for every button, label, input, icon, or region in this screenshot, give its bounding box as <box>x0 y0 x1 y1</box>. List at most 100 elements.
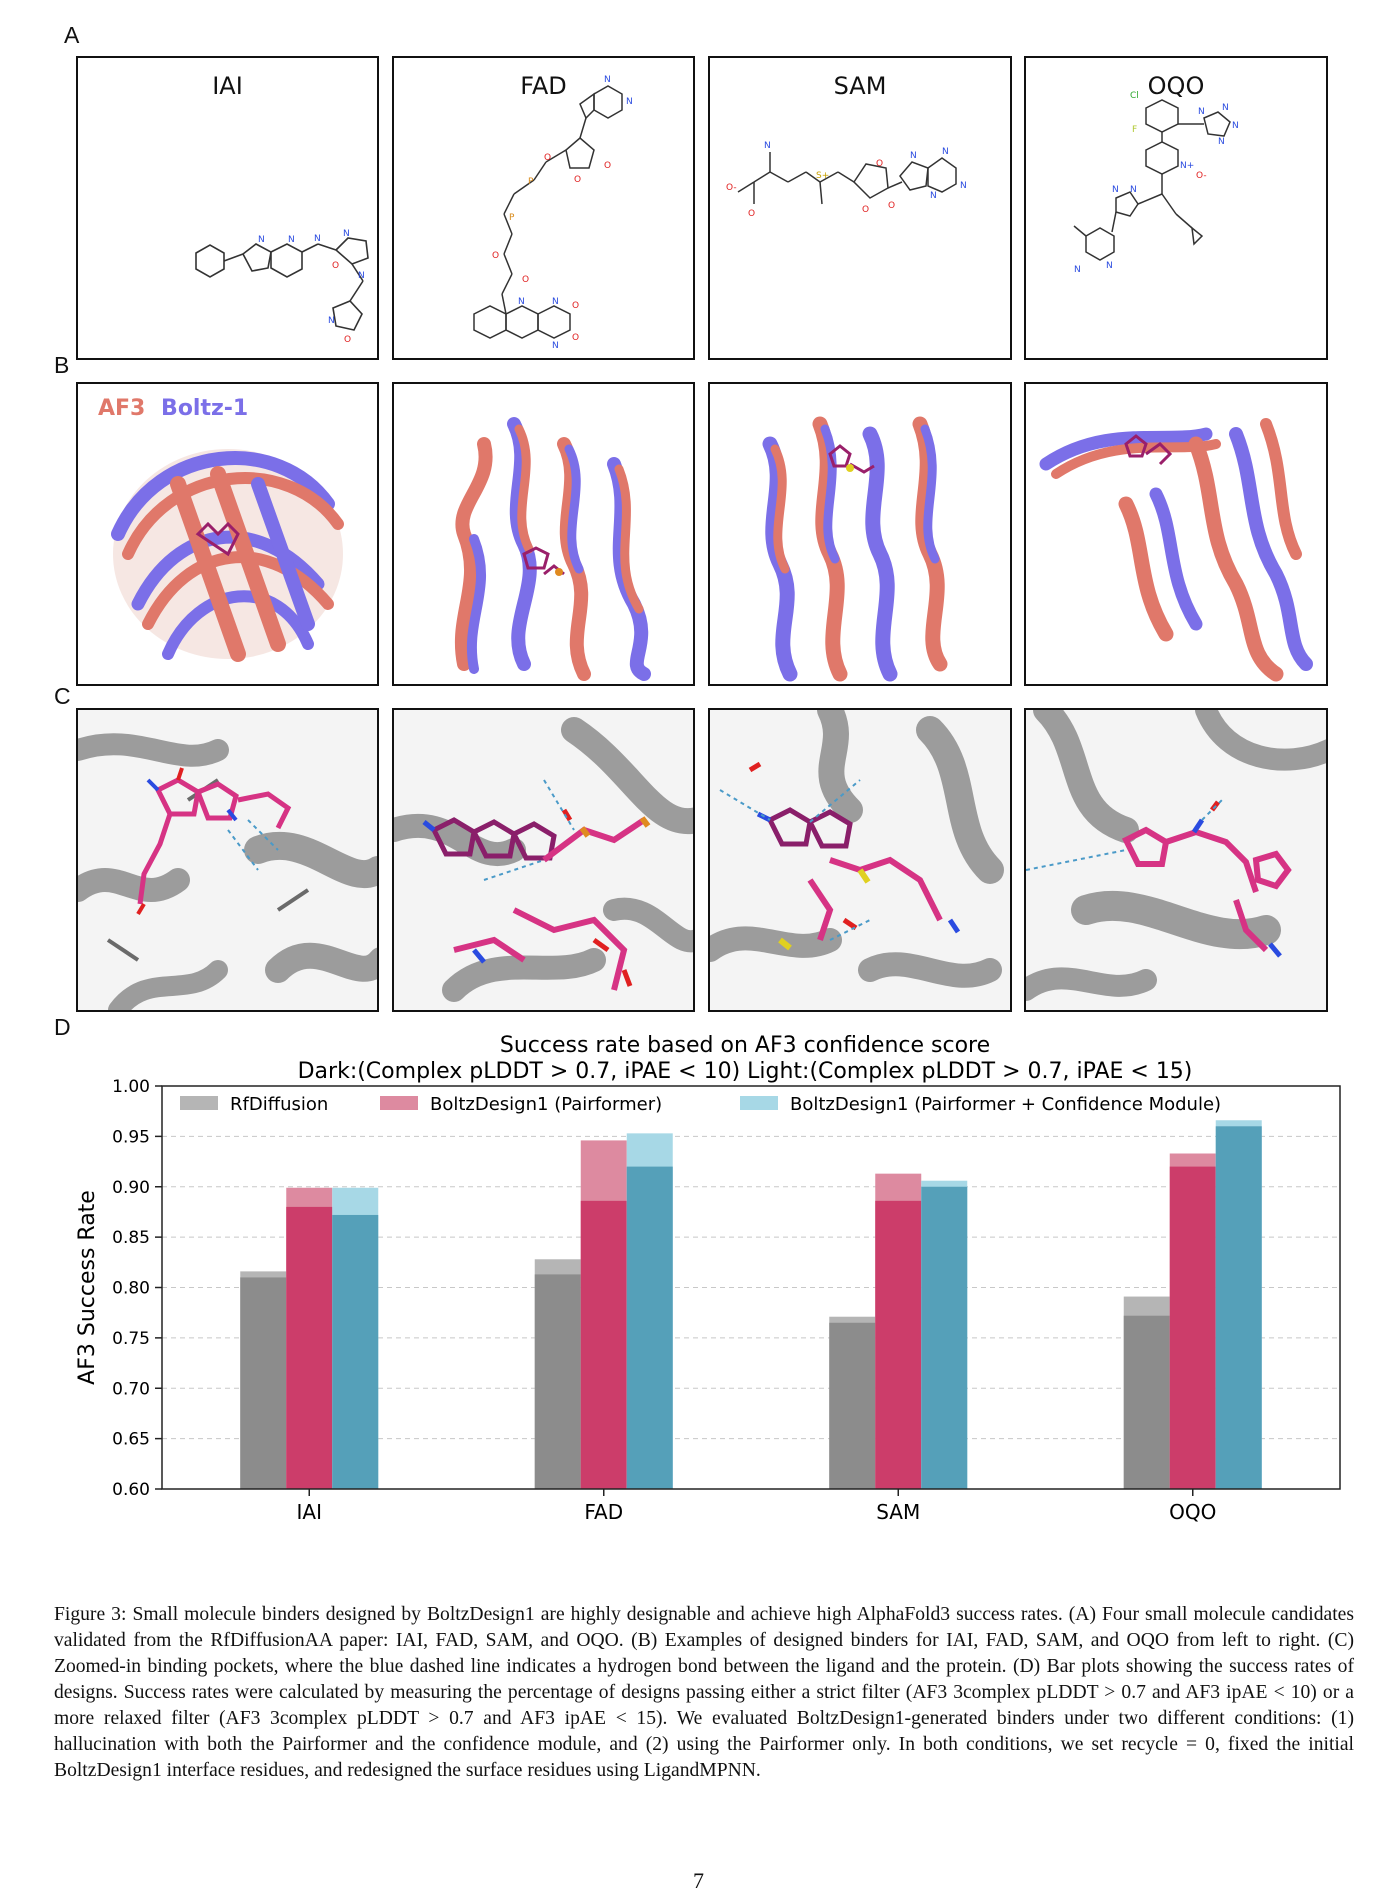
y-axis-label: AF3 Success Rate <box>75 1190 100 1385</box>
figure-caption-text: Small molecule binders designed by Boltz… <box>54 1604 1354 1781</box>
svg-text:N: N <box>1222 103 1229 113</box>
structure-legend: AF3 Boltz-1 <box>98 396 248 421</box>
y-tick-label: 0.60 <box>112 1480 150 1500</box>
legend-af3: AF3 <box>98 396 146 421</box>
svg-text:N: N <box>552 341 559 351</box>
svg-text:Cl: Cl <box>1130 91 1139 101</box>
legend-swatch <box>380 1096 418 1110</box>
svg-text:O: O <box>332 261 339 271</box>
y-tick-label: 0.75 <box>112 1329 150 1349</box>
chart-title: Success rate based on AF3 confidence sco… <box>500 1033 990 1058</box>
bar-dark <box>626 1166 673 1489</box>
pocket-render-iai <box>78 733 377 1010</box>
molecule-title-oqo: OQO <box>1147 72 1205 100</box>
svg-text:O: O <box>544 153 551 163</box>
legend-swatch <box>740 1096 778 1110</box>
protein-ribbon-sam <box>762 416 948 682</box>
bar-dark <box>240 1277 287 1489</box>
structure-overlay-oqo <box>1024 382 1328 686</box>
bar-dark <box>286 1206 333 1489</box>
y-tick-label: 0.80 <box>112 1279 150 1299</box>
svg-text:P: P <box>509 213 515 223</box>
molecule-title-fad: FAD <box>520 72 567 100</box>
svg-text:N: N <box>288 235 295 245</box>
chart-legend: RfDiffusion BoltzDesign1 (Pairformer) Bolt… <box>180 1094 1221 1115</box>
svg-text:O: O <box>574 175 581 185</box>
svg-text:N: N <box>942 147 949 157</box>
structure-overlay-sam <box>708 382 1012 686</box>
y-tick-label: 0.85 <box>112 1228 150 1248</box>
svg-text:O: O <box>572 301 579 311</box>
legend-boltz: Boltz-1 <box>161 396 249 421</box>
bar-dark <box>1215 1126 1262 1489</box>
molecule-structure-sam: S+ O- O O O O N N N N N <box>726 141 967 219</box>
svg-text:O: O <box>378 264 379 274</box>
x-tick-label: IAI <box>297 1500 322 1524</box>
y-tick-label: 0.65 <box>112 1430 150 1450</box>
svg-text:O: O <box>748 209 755 219</box>
y-tick-label: 0.70 <box>112 1379 150 1399</box>
svg-text:O: O <box>344 335 351 345</box>
molecule-panel-iai: IAI N N N N N N O O O <box>76 56 379 360</box>
molecule-structure-iai: N N N N N N O O O <box>195 229 379 345</box>
panel-label-b: B <box>54 352 70 378</box>
x-tick-label: FAD <box>584 1500 623 1524</box>
svg-text:N: N <box>518 297 525 307</box>
svg-text:N: N <box>960 181 967 191</box>
structure-overlay-fad <box>392 382 695 686</box>
bar-dark <box>332 1214 379 1489</box>
bar-dark <box>1169 1166 1216 1489</box>
y-tick-label: 1.00 <box>112 1077 150 1097</box>
svg-text:N: N <box>1130 185 1137 195</box>
bar-dark <box>875 1200 922 1489</box>
legend-swatch <box>180 1096 218 1110</box>
molecule-title-iai: IAI <box>212 72 243 100</box>
legend-label: BoltzDesign1 (Pairformer + Confidence Mo… <box>790 1094 1221 1115</box>
svg-text:N: N <box>604 75 611 85</box>
panel-label-c: C <box>54 683 71 709</box>
svg-text:N: N <box>930 191 937 201</box>
protein-ribbon-iai <box>111 449 344 662</box>
svg-text:N: N <box>1218 137 1225 147</box>
pocket-render-oqo <box>1026 710 1326 1001</box>
svg-text:N: N <box>358 271 365 281</box>
y-tick-label: 0.90 <box>112 1178 150 1198</box>
svg-text:O-: O- <box>1196 171 1207 181</box>
protein-ribbon-fad <box>454 417 651 681</box>
svg-text:O: O <box>522 275 529 285</box>
legend-label: RfDiffusion <box>230 1094 328 1115</box>
binding-pocket-oqo <box>1024 708 1328 1012</box>
svg-text:N: N <box>328 316 335 326</box>
bar-dark <box>580 1200 627 1489</box>
svg-text:O: O <box>862 205 869 215</box>
bar-dark <box>921 1186 968 1489</box>
svg-text:O: O <box>572 333 579 343</box>
svg-text:N: N <box>764 141 771 151</box>
svg-text:N: N <box>1112 185 1119 195</box>
svg-text:O: O <box>492 251 499 261</box>
bars <box>240 1120 1262 1489</box>
x-tick-label: SAM <box>876 1500 920 1524</box>
pocket-render-sam <box>710 710 1004 988</box>
y-axis-ticks: 0.60 0.65 0.70 0.75 0.80 0.85 0.90 0.95 1.00 <box>112 1077 162 1500</box>
svg-text:N: N <box>1232 121 1239 131</box>
svg-text:O: O <box>876 159 883 169</box>
molecule-structure-fad: P P O O O O O O O N N N N N <box>473 75 633 351</box>
svg-text:O: O <box>604 161 611 171</box>
chart-subtitle: Dark:(Complex pLDDT > 0.7, iPAE < 10) Li… <box>298 1059 1193 1084</box>
panel-label-d: D <box>54 1014 71 1040</box>
svg-text:N: N <box>258 235 265 245</box>
svg-text:N: N <box>552 297 559 307</box>
figure-caption: Figure 3: Small molecule binders designe… <box>54 1602 1354 1784</box>
bar-dark <box>534 1274 581 1489</box>
binding-pocket-sam <box>708 708 1012 1012</box>
molecule-panel-oqo: OQO Cl F N N N N N+ N N N N O- <box>1024 56 1328 360</box>
y-tick-label: 0.95 <box>112 1127 150 1147</box>
svg-text:S+: S+ <box>816 171 829 181</box>
binding-pocket-fad <box>392 708 695 1012</box>
svg-text:N: N <box>1074 265 1081 275</box>
svg-text:N: N <box>343 229 350 239</box>
svg-text:N: N <box>626 97 633 107</box>
pocket-render-fad <box>394 717 693 1002</box>
